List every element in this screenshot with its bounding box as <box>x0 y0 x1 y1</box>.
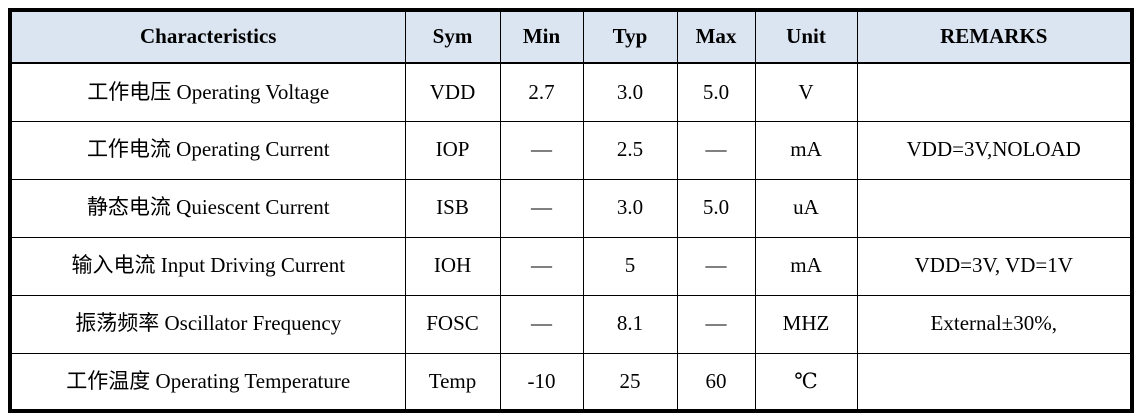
table-row-operating-voltage: 工作电压 Operating Voltage VDD 2.7 3.0 5.0 V <box>9 62 1133 122</box>
cell-sym: ISB <box>404 178 501 238</box>
cell-min: — <box>499 236 584 296</box>
cell-max: 5.0 <box>676 178 756 238</box>
cell-characteristics: 输入电流 Input Driving Current <box>9 236 406 296</box>
cell-unit: MHZ <box>754 294 858 354</box>
table-row-operating-current: 工作电流 Operating Current IOP — 2.5 — mA VD… <box>9 120 1133 180</box>
cell-sym: VDD <box>404 62 501 122</box>
header-row: Characteristics Sym Min Typ Max Unit REM… <box>9 9 1133 64</box>
cell-remarks: External±30%, <box>856 294 1133 354</box>
cell-min: — <box>499 120 584 180</box>
cell-typ: 25 <box>582 352 678 412</box>
cell-max: 60 <box>676 352 756 412</box>
cell-unit: mA <box>754 236 858 296</box>
electrical-characteristics-table: Characteristics Sym Min Typ Max Unit REM… <box>8 8 1134 413</box>
cell-typ: 3.0 <box>582 62 678 122</box>
cell-characteristics: 工作电压 Operating Voltage <box>9 62 406 122</box>
cell-remarks: VDD=3V,NOLOAD <box>856 120 1133 180</box>
header-min: Min <box>499 9 584 64</box>
cell-sym: IOP <box>404 120 501 180</box>
cell-min: — <box>499 294 584 354</box>
header-unit: Unit <box>754 9 858 64</box>
cell-min: 2.7 <box>499 62 584 122</box>
cell-max: 5.0 <box>676 62 756 122</box>
cell-characteristics: 静态电流 Quiescent Current <box>9 178 406 238</box>
table-row-operating-temperature: 工作温度 Operating Temperature Temp -10 25 6… <box>9 352 1133 412</box>
cell-remarks <box>856 178 1133 238</box>
cell-typ: 5 <box>582 236 678 296</box>
cell-unit: V <box>754 62 858 122</box>
table-row-oscillator-frequency: 振荡频率 Oscillator Frequency FOSC — 8.1 — M… <box>9 294 1133 354</box>
cell-unit: uA <box>754 178 858 238</box>
cell-sym: FOSC <box>404 294 501 354</box>
header-remarks: REMARKS <box>856 9 1133 64</box>
cell-sym: Temp <box>404 352 501 412</box>
cell-max: — <box>676 120 756 180</box>
cell-characteristics: 振荡频率 Oscillator Frequency <box>9 294 406 354</box>
header-max: Max <box>676 9 756 64</box>
cell-max: — <box>676 236 756 296</box>
cell-unit: mA <box>754 120 858 180</box>
cell-typ: 3.0 <box>582 178 678 238</box>
header-characteristics: Characteristics <box>9 9 406 64</box>
cell-typ: 8.1 <box>582 294 678 354</box>
cell-characteristics: 工作温度 Operating Temperature <box>9 352 406 412</box>
cell-unit: ℃ <box>754 352 858 412</box>
header-sym: Sym <box>404 9 501 64</box>
cell-max: — <box>676 294 756 354</box>
cell-characteristics: 工作电流 Operating Current <box>9 120 406 180</box>
cell-remarks: VDD=3V, VD=1V <box>856 236 1133 296</box>
cell-remarks <box>856 352 1133 412</box>
table-row-input-driving-current: 输入电流 Input Driving Current IOH — 5 — mA … <box>9 236 1133 296</box>
cell-min: — <box>499 178 584 238</box>
cell-typ: 2.5 <box>582 120 678 180</box>
table-row-quiescent-current: 静态电流 Quiescent Current ISB — 3.0 5.0 uA <box>9 178 1133 238</box>
cell-min: -10 <box>499 352 584 412</box>
cell-remarks <box>856 62 1133 122</box>
cell-sym: IOH <box>404 236 501 296</box>
header-typ: Typ <box>582 9 678 64</box>
